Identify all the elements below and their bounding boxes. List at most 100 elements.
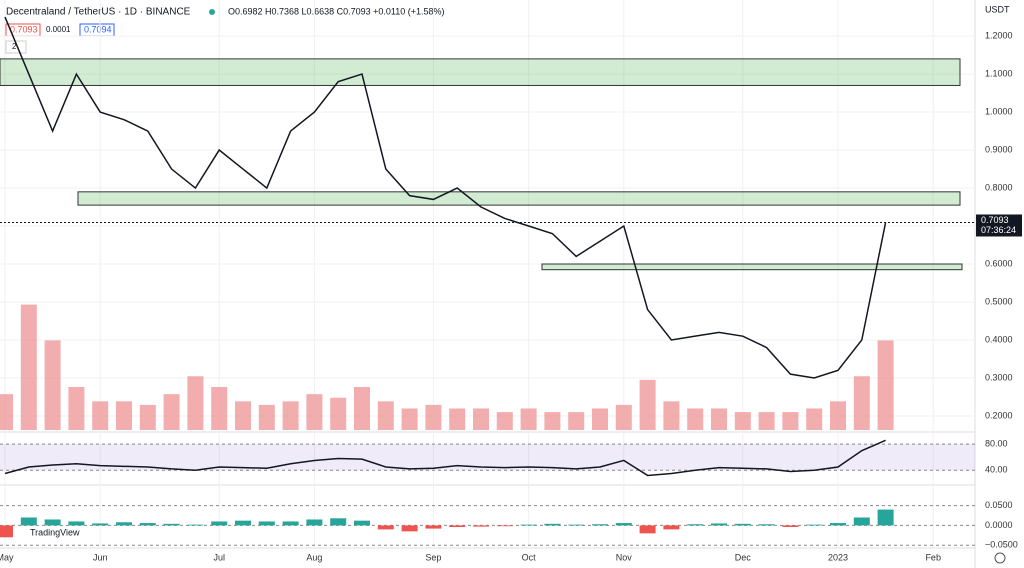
x-tick-label: Aug [306,552,322,562]
volume-bar [0,394,13,430]
legend-toggle[interactable] [5,40,27,54]
volume-bar [496,412,513,430]
volume-bar [877,340,894,430]
histogram-bar [449,525,466,528]
currency: USDT [985,4,1010,14]
zone [541,263,963,271]
histogram-bar [782,525,799,528]
y-tick-label: −0.0500 [985,540,1018,550]
y-tick-label: 0.6000 [985,258,1013,268]
last-price-label: 0.7093 [981,215,1009,225]
histogram-bar [354,520,370,526]
volume-bar [568,412,585,430]
histogram-bar [568,524,585,526]
volume-bar [377,401,394,430]
volume-bar [68,387,85,430]
y-tick-label: 1.2000 [985,30,1013,40]
histogram-bar [20,517,37,526]
volume-bar [425,404,442,430]
y-tick-label: 0.5000 [985,296,1013,306]
histogram-bar [663,525,680,530]
histogram-bar [639,525,656,534]
histogram-bar [520,524,537,526]
x-tick-label: Feb [925,552,941,562]
y-tick-label: 0.8000 [985,182,1013,192]
histogram-bar [116,522,132,526]
volume-bar [401,408,418,430]
y-tick-label: 80.00 [985,439,1008,449]
histogram-bar [830,523,846,526]
x-tick-label: Oct [522,552,537,562]
histogram-bar [330,518,347,526]
x-tick-label: Dec [735,552,752,562]
volume-bar [139,404,156,430]
volume-bar [592,408,608,430]
last-price-box [976,214,1022,237]
zone [0,58,961,86]
volume-bar [544,412,561,430]
histogram-bar [139,523,156,526]
volume-bar [211,387,228,430]
x-tick-label: 2023 [828,552,848,562]
y-tick-label: 0.0500 [985,500,1013,510]
chart-title: Decentraland / TetherUS · 1D · BINANCE [6,7,191,18]
volume-bar [473,408,489,430]
volume-bar [20,304,37,430]
histogram-bar [734,523,751,526]
zone [77,191,961,206]
countdown: 07:36:24 [981,225,1016,235]
histogram-bar [496,525,513,527]
volume-bar [615,404,632,430]
ohlc: O0.6982 H0.7368 L0.6638 C0.7093 +0.0110 … [228,6,445,16]
histogram-bar [592,524,608,526]
histogram-bar [0,525,13,538]
volume-bar [282,401,299,430]
brand: TradingView [30,527,80,537]
y-tick-label: 0.2000 [985,410,1013,420]
histogram-bar [92,523,109,526]
volume-bar [806,408,823,430]
series-line [4,16,887,379]
histogram-bar [758,524,775,526]
volume-bar [663,401,680,430]
volume-bar [187,376,204,430]
volume-bar [354,387,370,430]
x-tick-label: Sep [425,552,441,562]
histogram-bar [473,525,489,527]
volume-bar [853,376,870,430]
settings-icon[interactable] [994,552,1006,564]
volume-bar [830,401,846,430]
histogram-bar [711,523,727,526]
volume-bar [163,394,180,430]
histogram-bar [258,521,275,526]
histogram-bar [306,519,323,526]
histogram-bar [68,521,85,526]
histogram-bar [615,523,632,526]
y-tick-label: 0.4000 [985,334,1013,344]
status-dot [209,9,215,15]
volume-bar [258,404,275,430]
legend-toggle-text[interactable]: 2 [12,42,17,51]
histogram-bar [401,525,418,532]
volume-bar [734,412,751,430]
histogram-bar [544,523,561,526]
series-line [4,439,886,477]
badge-text: 0.7093 [10,24,38,34]
x-tick-label: Nov [616,552,633,562]
y-tick-label: 0.0000 [985,520,1013,530]
x-tick-label: Jun [93,552,108,562]
x-tick-label: May [0,552,14,562]
histogram-bar [425,525,442,529]
volume-bar [116,401,132,430]
volume-bar [306,394,323,430]
histogram-bar [377,525,394,530]
badge-text: 0.0001 [46,25,71,34]
histogram-bar [877,509,894,526]
volume-bar [92,401,109,430]
volume-bar [44,340,61,430]
histogram-bar [687,524,704,526]
volume-bar [711,408,727,430]
